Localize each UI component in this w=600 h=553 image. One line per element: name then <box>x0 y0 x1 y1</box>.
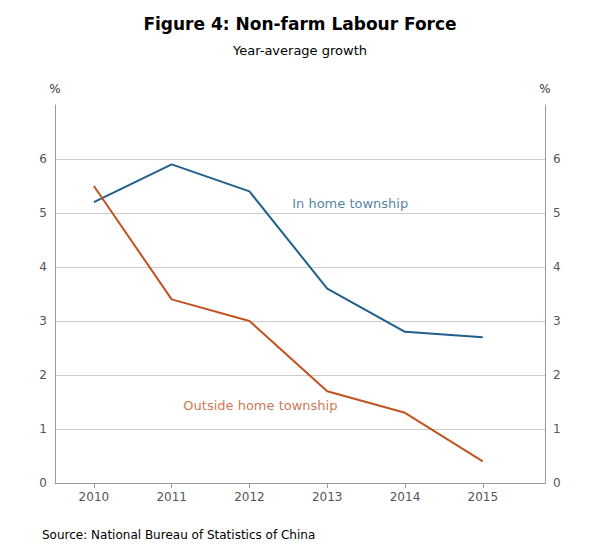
svg-text:4: 4 <box>39 260 47 274</box>
svg-text:2010: 2010 <box>79 490 110 504</box>
svg-text:2: 2 <box>39 368 47 382</box>
svg-text:3: 3 <box>553 314 561 328</box>
svg-text:In home township: In home township <box>292 196 408 211</box>
svg-text:2011: 2011 <box>156 490 187 504</box>
svg-text:%: % <box>49 82 60 96</box>
svg-text:0: 0 <box>553 476 561 490</box>
svg-text:Source: National Bureau of Sta: Source: National Bureau of Statistics of… <box>42 528 315 542</box>
svg-text:Year-average growth: Year-average growth <box>232 43 367 58</box>
svg-text:2012: 2012 <box>234 490 265 504</box>
svg-text:2013: 2013 <box>312 490 343 504</box>
svg-text:5: 5 <box>39 206 47 220</box>
svg-text:1: 1 <box>39 422 47 436</box>
svg-text:Outside home township: Outside home township <box>183 398 337 413</box>
svg-text:0: 0 <box>39 476 47 490</box>
svg-text:Figure 4: Non-farm Labour Forc: Figure 4: Non-farm Labour Force <box>143 14 456 34</box>
svg-text:2014: 2014 <box>390 490 421 504</box>
svg-text:6: 6 <box>553 152 561 166</box>
svg-text:3: 3 <box>39 314 47 328</box>
svg-text:2015: 2015 <box>468 490 499 504</box>
svg-text:1: 1 <box>553 422 561 436</box>
svg-text:5: 5 <box>553 206 561 220</box>
svg-text:%: % <box>539 82 550 96</box>
svg-text:2: 2 <box>553 368 561 382</box>
svg-text:4: 4 <box>553 260 561 274</box>
svg-text:6: 6 <box>39 152 47 166</box>
